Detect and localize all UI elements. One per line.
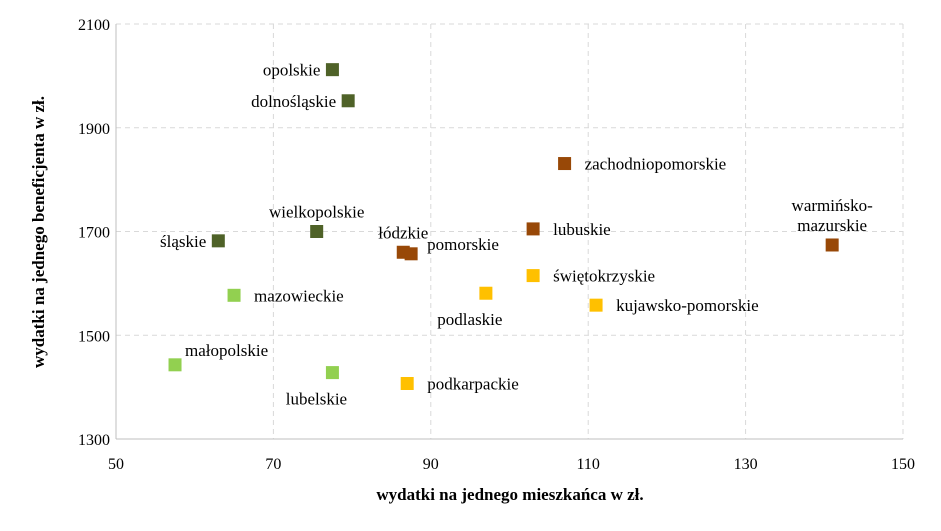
x-tick-label: 130 — [734, 456, 758, 473]
y-tick-label: 1700 — [78, 225, 110, 242]
point-label: mazowieckie — [254, 286, 344, 305]
x-axis-title: wydatki na jednego mieszkańca w zł. — [376, 485, 643, 504]
y-tick-label: 1500 — [78, 328, 110, 345]
point-label-line: warmińsko- — [792, 196, 874, 215]
data-point — [479, 286, 493, 300]
data-point — [227, 288, 241, 302]
x-tick-label: 110 — [576, 456, 599, 473]
point-label-line: mazurskie — [797, 216, 867, 235]
data-point — [589, 298, 603, 312]
point-label: zachodniopomorskie — [585, 155, 727, 174]
x-tick-label: 90 — [423, 456, 439, 473]
data-point — [325, 366, 339, 380]
point-label: podkarpackie — [427, 374, 519, 393]
point-labels: opolskie dolnośląskie śląskie wielkopolskie… — [160, 61, 873, 409]
point-label: lubelskie — [286, 390, 347, 409]
point-label: lubuskie — [553, 220, 611, 239]
data-point — [404, 247, 418, 261]
data-point — [526, 269, 540, 283]
point-label: świętokrzyskie — [553, 267, 655, 286]
data-point — [211, 234, 225, 248]
point-label: małopolskie — [185, 341, 268, 360]
y-tick-label: 1900 — [78, 121, 110, 138]
y-axis-title: wydatki na jednego beneficjenta w zł. — [29, 96, 48, 368]
data-point — [310, 225, 324, 238]
data-point — [400, 376, 414, 390]
y-tick-label: 1300 — [78, 432, 110, 449]
x-tick-label: 50 — [108, 456, 124, 473]
point-label: opolskie — [263, 61, 321, 80]
point-label: kujawsko-pomorskie — [616, 296, 759, 315]
point-label: łódzkie — [378, 223, 428, 242]
data-point — [325, 63, 339, 77]
data-point — [526, 222, 540, 236]
point-label: podlaskie — [437, 310, 502, 329]
data-point — [825, 238, 839, 252]
axes: 1300 1500 1700 1900 2100 50 70 90 110 130 150 — [78, 17, 915, 473]
data-point — [341, 94, 355, 108]
point-label: wielkopolskie — [269, 203, 364, 222]
grid — [116, 23, 904, 439]
data-point — [558, 157, 572, 171]
data-point — [168, 358, 182, 372]
point-label: pomorskie — [427, 235, 499, 254]
y-tick-label: 2100 — [78, 17, 110, 34]
point-label: śląskie — [160, 232, 206, 251]
x-tick-label: 70 — [265, 456, 281, 473]
point-label: dolnośląskie — [251, 92, 336, 111]
point-label: warmińsko-mazurskie — [792, 196, 874, 235]
data-points — [168, 63, 839, 390]
x-tick-label: 150 — [891, 456, 915, 473]
